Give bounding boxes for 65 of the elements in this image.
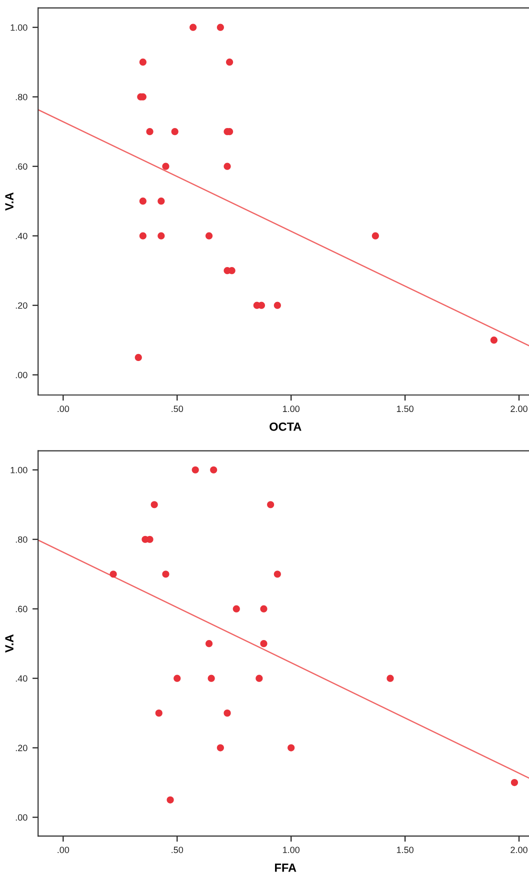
x-tick-label: .00 bbox=[58, 846, 70, 854]
x-axis-title: FFA bbox=[275, 864, 296, 872]
x-tick-label: 1.50 bbox=[396, 406, 414, 412]
point bbox=[158, 198, 165, 205]
point bbox=[274, 570, 281, 578]
y-tick-label: .00 bbox=[16, 372, 28, 378]
point bbox=[158, 232, 165, 240]
point bbox=[139, 198, 146, 205]
point bbox=[146, 128, 154, 136]
point bbox=[274, 302, 281, 309]
point bbox=[210, 466, 218, 474]
point bbox=[216, 24, 224, 31]
point bbox=[490, 336, 498, 344]
point bbox=[224, 162, 231, 170]
x-axis-title: OCTA bbox=[270, 422, 302, 431]
x-tick-label: 2.00 bbox=[510, 846, 528, 854]
point bbox=[134, 354, 142, 362]
point bbox=[208, 674, 215, 682]
point bbox=[146, 536, 154, 543]
point bbox=[216, 744, 224, 752]
point bbox=[510, 779, 518, 786]
y-tick-label: .20 bbox=[16, 744, 28, 752]
point bbox=[171, 128, 178, 136]
x-tick-label: 2.00 bbox=[510, 406, 528, 412]
point bbox=[162, 570, 170, 578]
y-tick-label: .00 bbox=[16, 814, 28, 821]
point bbox=[267, 501, 274, 508]
y-tick-label: 1.00 bbox=[10, 466, 28, 474]
point bbox=[260, 605, 268, 612]
point bbox=[372, 232, 379, 240]
point bbox=[226, 58, 234, 66]
point bbox=[166, 796, 174, 804]
y-tick-label: .60 bbox=[16, 606, 28, 612]
point bbox=[232, 605, 240, 612]
y-tick-label: .80 bbox=[16, 536, 28, 543]
y-axis-title: V.A bbox=[5, 192, 14, 211]
x-tick-label: 1.00 bbox=[283, 406, 300, 412]
point bbox=[386, 674, 394, 682]
y-tick-label: 1.00 bbox=[10, 24, 28, 31]
point bbox=[256, 674, 263, 682]
point bbox=[150, 501, 158, 508]
point bbox=[205, 640, 213, 648]
point bbox=[155, 710, 162, 717]
y-tick-label: .80 bbox=[16, 94, 28, 100]
y-tick-label: .40 bbox=[16, 675, 28, 682]
y-tick-label: .20 bbox=[16, 302, 28, 309]
point bbox=[162, 162, 170, 170]
point bbox=[139, 58, 146, 66]
point bbox=[139, 232, 146, 240]
y-tick-label: .60 bbox=[16, 163, 28, 170]
point bbox=[288, 744, 295, 752]
point bbox=[190, 24, 197, 31]
point bbox=[260, 640, 268, 648]
x-tick-label: 1.50 bbox=[396, 846, 414, 854]
point bbox=[224, 710, 231, 717]
y-tick-label: .40 bbox=[16, 232, 28, 240]
point bbox=[192, 466, 199, 474]
point bbox=[110, 570, 117, 578]
x-tick-label: .00 bbox=[58, 406, 70, 412]
x-tick-label: 1.00 bbox=[283, 846, 300, 854]
x-tick-label: .50 bbox=[172, 406, 184, 412]
point bbox=[205, 232, 213, 240]
x-tick-label: .50 bbox=[172, 846, 184, 854]
point bbox=[174, 674, 181, 682]
y-axis-title: V.A bbox=[5, 634, 14, 653]
